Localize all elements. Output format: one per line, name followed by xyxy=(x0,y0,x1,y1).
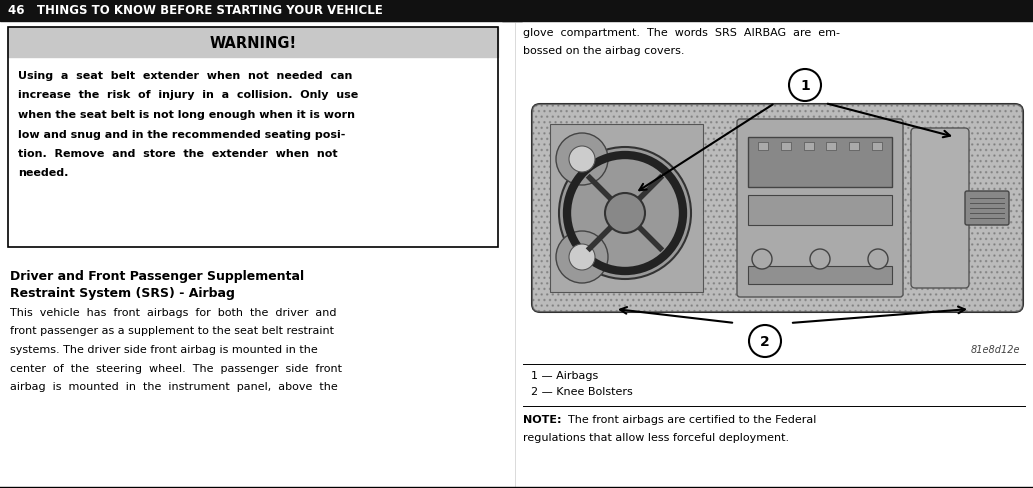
Text: Restraint System (SRS) - Airbag: Restraint System (SRS) - Airbag xyxy=(10,286,234,299)
FancyBboxPatch shape xyxy=(965,192,1009,225)
Text: 46   THINGS TO KNOW BEFORE STARTING YOUR VEHICLE: 46 THINGS TO KNOW BEFORE STARTING YOUR V… xyxy=(8,4,383,18)
Text: increase  the  risk  of  injury  in  a  collision.  Only  use: increase the risk of injury in a collisi… xyxy=(18,90,358,101)
Bar xyxy=(0,0,1033,22)
Circle shape xyxy=(868,249,888,269)
Text: This  vehicle  has  front  airbags  for  both  the  driver  and: This vehicle has front airbags for both … xyxy=(10,307,337,317)
Text: 2: 2 xyxy=(760,334,770,348)
Circle shape xyxy=(556,134,608,185)
Text: Driver and Front Passenger Supplemental: Driver and Front Passenger Supplemental xyxy=(10,269,304,283)
Circle shape xyxy=(559,148,691,280)
FancyBboxPatch shape xyxy=(532,105,1023,312)
Text: WARNING!: WARNING! xyxy=(210,36,296,50)
Text: low and snug and in the recommended seating posi-: low and snug and in the recommended seat… xyxy=(18,129,345,139)
Circle shape xyxy=(569,147,595,173)
Bar xyxy=(8,28,498,58)
Bar xyxy=(872,142,882,151)
Circle shape xyxy=(810,249,829,269)
Circle shape xyxy=(569,244,595,270)
Text: needed.: needed. xyxy=(18,168,68,178)
Text: bossed on the airbag covers.: bossed on the airbag covers. xyxy=(523,46,685,57)
Bar xyxy=(849,142,859,151)
Bar xyxy=(748,138,893,187)
Circle shape xyxy=(556,231,608,284)
Circle shape xyxy=(749,325,781,357)
Text: 1: 1 xyxy=(801,79,810,93)
Text: front passenger as a supplement to the seat belt restraint: front passenger as a supplement to the s… xyxy=(10,326,334,336)
Bar xyxy=(550,125,703,292)
Bar xyxy=(781,142,791,151)
Bar xyxy=(804,142,814,151)
Text: tion.  Remove  and  store  the  extender  when  not: tion. Remove and store the extender when… xyxy=(18,149,338,159)
Bar xyxy=(758,142,768,151)
Bar xyxy=(826,142,837,151)
Text: regulations that allow less forceful deployment.: regulations that allow less forceful dep… xyxy=(523,432,789,442)
Text: 1 — Airbags: 1 — Airbags xyxy=(531,370,598,380)
Circle shape xyxy=(605,194,645,234)
Bar xyxy=(748,196,893,225)
Bar xyxy=(748,266,893,285)
Circle shape xyxy=(789,70,821,102)
Bar xyxy=(502,0,522,22)
Bar xyxy=(525,68,1025,359)
Text: when the seat belt is not long enough when it is worn: when the seat belt is not long enough wh… xyxy=(18,110,355,120)
FancyBboxPatch shape xyxy=(737,120,903,297)
Text: airbag  is  mounted  in  the  instrument  panel,  above  the: airbag is mounted in the instrument pane… xyxy=(10,381,338,391)
Text: center  of  the  steering  wheel.  The  passenger  side  front: center of the steering wheel. The passen… xyxy=(10,363,342,373)
Text: systems. The driver side front airbag is mounted in the: systems. The driver side front airbag is… xyxy=(10,345,318,354)
Text: glove  compartment.  The  words  SRS  AIRBAG  are  em-: glove compartment. The words SRS AIRBAG … xyxy=(523,28,840,38)
FancyBboxPatch shape xyxy=(911,129,969,288)
Circle shape xyxy=(752,249,772,269)
Text: 81e8d12e: 81e8d12e xyxy=(970,345,1020,354)
Bar xyxy=(8,28,498,247)
FancyBboxPatch shape xyxy=(532,105,1023,312)
Text: Using  a  seat  belt  extender  when  not  needed  can: Using a seat belt extender when not need… xyxy=(18,71,352,81)
Text: The front airbags are certified to the Federal: The front airbags are certified to the F… xyxy=(561,414,816,424)
Text: 2 — Knee Bolsters: 2 — Knee Bolsters xyxy=(531,386,633,396)
Text: NOTE:: NOTE: xyxy=(523,414,562,424)
